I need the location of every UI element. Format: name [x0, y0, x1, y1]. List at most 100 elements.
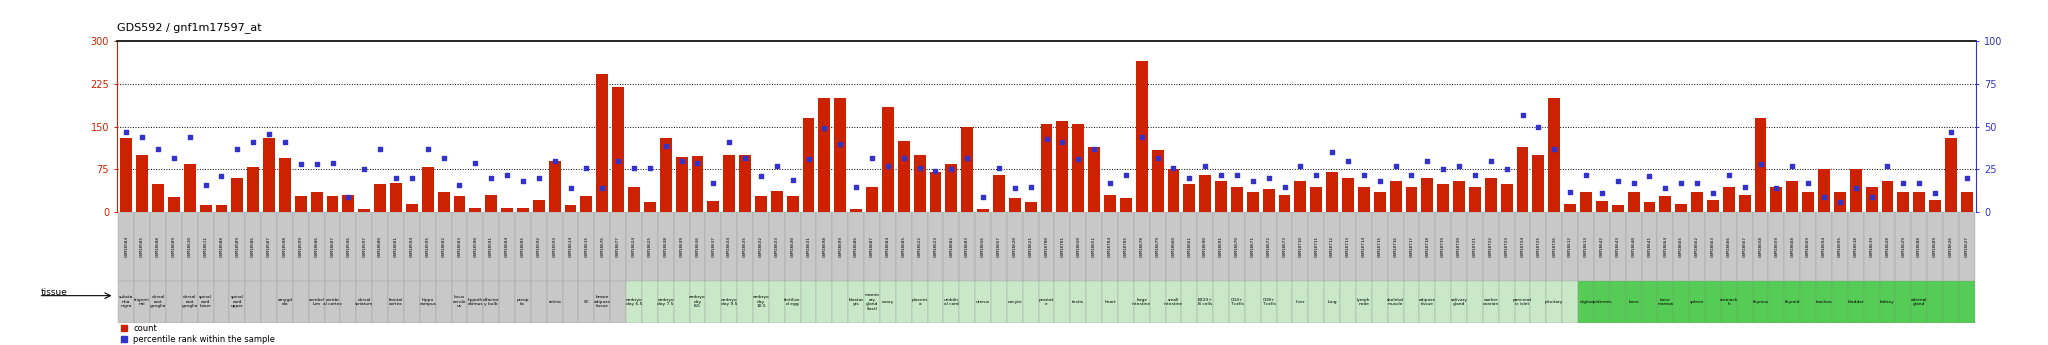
Point	[1475, 158, 1507, 164]
Point	[158, 155, 190, 160]
Bar	[834, 98, 846, 212]
Bar	[1264, 189, 1274, 212]
Bar	[215, 205, 227, 212]
Point	[1569, 172, 1602, 177]
Point	[348, 167, 381, 172]
Bar	[866, 187, 879, 212]
Text: locus
cerule
us: locus cerule us	[453, 295, 467, 308]
Bar	[578, 281, 594, 323]
Point	[983, 165, 1016, 170]
Bar	[1466, 281, 1483, 323]
Point	[1618, 180, 1651, 186]
Text: GSM18722: GSM18722	[1489, 236, 1493, 257]
Bar	[1722, 187, 1735, 212]
Bar	[705, 281, 721, 323]
Point	[823, 141, 856, 147]
Bar	[1831, 212, 1847, 281]
Bar	[262, 212, 276, 281]
Bar	[1231, 187, 1243, 212]
Bar	[1944, 212, 1958, 281]
Point	[268, 139, 301, 145]
Bar	[1911, 281, 1927, 323]
Text: brown
adipose
tissue: brown adipose tissue	[594, 295, 610, 308]
Text: GSM18607: GSM18607	[330, 236, 334, 257]
Bar	[1802, 192, 1815, 212]
Text: mamm
ary
gland
(lact): mamm ary gland (lact)	[864, 293, 879, 311]
Point	[1522, 124, 1554, 129]
Text: GSM18611: GSM18611	[203, 236, 207, 257]
Bar	[1403, 212, 1419, 281]
Point	[1491, 167, 1524, 172]
Bar	[831, 212, 848, 281]
Text: GDS592 / gnf1m17597_at: GDS592 / gnf1m17597_at	[117, 22, 262, 33]
Text: GSM18684: GSM18684	[887, 236, 891, 257]
Point	[1808, 194, 1841, 199]
Text: GSM18591: GSM18591	[489, 236, 494, 257]
Bar	[135, 281, 150, 323]
Text: GSM18712: GSM18712	[1329, 236, 1333, 257]
Bar	[451, 281, 467, 323]
Text: GSM18716: GSM18716	[1393, 236, 1397, 257]
Bar	[1706, 281, 1720, 323]
Bar	[1720, 281, 1737, 323]
Bar	[1610, 281, 1626, 323]
Bar	[911, 212, 928, 281]
Bar	[373, 212, 387, 281]
Bar	[848, 212, 864, 281]
Bar	[1419, 281, 1436, 323]
Text: GSM18711: GSM18711	[1315, 236, 1319, 257]
Text: GSM18676: GSM18676	[600, 236, 604, 257]
Point	[729, 155, 762, 160]
Bar	[1784, 212, 1800, 281]
Bar	[1866, 187, 1878, 212]
Point	[776, 177, 809, 183]
Point	[649, 143, 682, 148]
Bar	[1819, 169, 1831, 212]
Bar	[1436, 212, 1452, 281]
Point	[111, 129, 143, 135]
Text: dorsal
root
ganglia: dorsal root ganglia	[182, 295, 199, 308]
Text: GSM18663: GSM18663	[1710, 236, 1714, 257]
Bar	[1229, 212, 1245, 281]
Bar	[801, 281, 817, 323]
Text: GSM18615: GSM18615	[584, 236, 588, 257]
Bar	[1563, 281, 1579, 323]
Text: GSM18666: GSM18666	[1726, 236, 1731, 257]
Text: uterus: uterus	[977, 300, 989, 304]
Text: GSM18634: GSM18634	[727, 236, 731, 257]
Bar	[1753, 281, 1769, 323]
Point	[1378, 163, 1411, 169]
Bar	[1214, 181, 1227, 212]
Bar	[1102, 212, 1118, 281]
Bar	[977, 209, 989, 212]
Bar	[1452, 212, 1466, 281]
Bar	[737, 281, 754, 323]
Bar	[119, 212, 135, 281]
Bar	[1309, 281, 1325, 323]
Text: GSM18673: GSM18673	[1282, 236, 1286, 257]
Bar	[1038, 212, 1055, 281]
Point	[1505, 112, 1538, 118]
Point	[1188, 163, 1221, 169]
Text: small
intestine: small intestine	[1163, 298, 1184, 306]
Text: GSM18622: GSM18622	[918, 236, 922, 257]
Bar	[913, 155, 926, 212]
Bar	[1057, 121, 1069, 212]
Text: spinal
cord
upper: spinal cord upper	[231, 295, 244, 308]
Bar	[911, 281, 928, 323]
Bar	[166, 212, 182, 281]
Bar	[1118, 212, 1135, 281]
Bar	[946, 164, 956, 212]
Bar	[1927, 281, 1944, 323]
Bar	[1087, 147, 1100, 212]
Point	[1331, 158, 1364, 164]
Bar	[881, 281, 895, 323]
Text: GSM18588: GSM18588	[219, 236, 223, 257]
Bar	[547, 281, 563, 323]
Point	[1411, 158, 1444, 164]
Bar	[1212, 212, 1229, 281]
Bar	[1628, 192, 1640, 212]
Text: preop
tic: preop tic	[516, 298, 528, 306]
Bar	[1071, 281, 1085, 323]
Point	[1141, 155, 1174, 160]
